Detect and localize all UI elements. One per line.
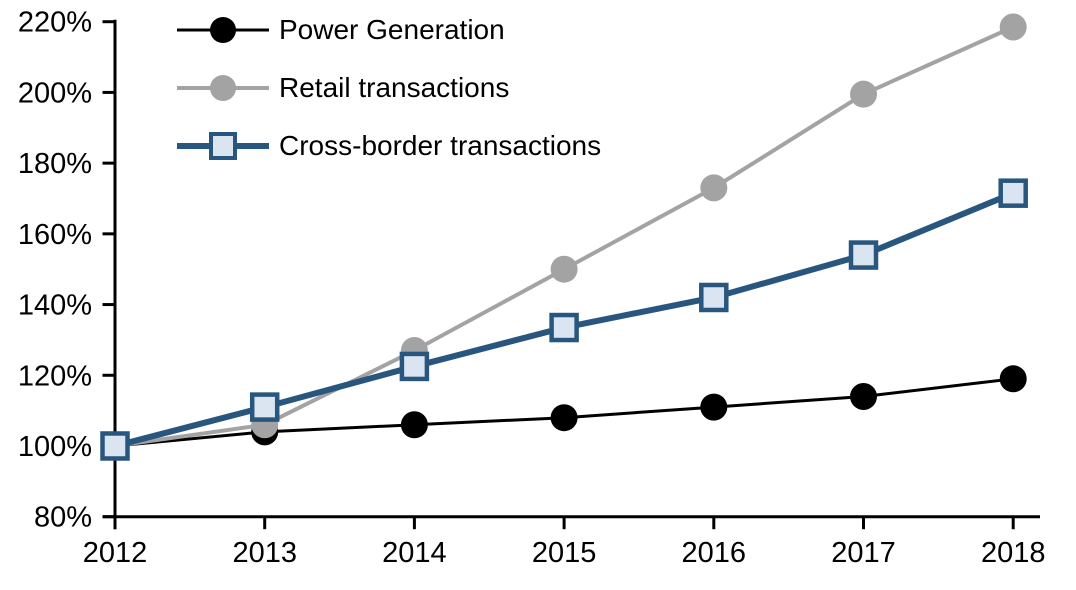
data-point-marker — [399, 351, 430, 382]
y-axis-tick-label: 220% — [18, 7, 92, 39]
y-axis-tick-label: 80% — [34, 502, 92, 534]
y-axis-tick-label: 160% — [18, 219, 92, 251]
data-point-marker — [999, 13, 1027, 41]
y-axis-tick-label: 100% — [18, 431, 92, 463]
x-axis-tick-label: 2017 — [831, 537, 896, 569]
legend-marker-sample — [209, 132, 237, 160]
data-point-marker — [850, 382, 877, 410]
chart-legend: Power Generation Retail transactions Cro… — [177, 1, 601, 175]
data-point-marker — [999, 365, 1027, 393]
data-point-marker — [249, 392, 280, 422]
data-point-marker — [699, 282, 729, 313]
y-axis-tick-label: 120% — [18, 360, 92, 392]
data-point-marker — [550, 404, 578, 432]
x-axis-tick-label: 2013 — [232, 537, 297, 569]
data-point-marker — [700, 174, 728, 202]
legend-label: Cross-border transactions — [279, 130, 602, 161]
legend-marker-sample — [210, 75, 236, 101]
x-axis-tick-label: 2015 — [532, 537, 597, 569]
legend-item-power-generation: Power Generation — [177, 1, 601, 59]
legend-label: Retail transactions — [279, 72, 510, 103]
legend-item-retail-transactions: Retail transactions — [177, 59, 601, 117]
x-axis-tick-label: 2016 — [682, 537, 747, 569]
x-axis-tick-label: 2014 — [382, 537, 447, 569]
data-point-marker — [400, 411, 428, 439]
y-axis-tick-label: 140% — [18, 290, 92, 322]
y-axis-tick-label: 200% — [18, 77, 92, 109]
data-point-marker — [100, 431, 130, 461]
data-point-marker — [998, 178, 1028, 208]
cross-border-transactions-line-marker-icon — [177, 132, 269, 160]
y-axis-tick-label: 180% — [18, 148, 92, 180]
retail-transactions-line-marker-icon — [177, 75, 269, 101]
data-point-marker — [549, 312, 579, 343]
x-axis-tick-label: 2012 — [83, 537, 148, 569]
data-point-marker — [848, 240, 879, 270]
power-generation-line-marker-icon — [177, 17, 269, 43]
legend-marker-sample — [210, 17, 236, 43]
x-axis-tick-label: 2018 — [981, 537, 1046, 569]
data-point-marker — [550, 255, 578, 283]
legend-label: Power Generation — [279, 14, 505, 45]
legend-item-cross-border-transactions: Cross-border transactions — [177, 117, 601, 175]
data-point-marker — [700, 393, 728, 421]
data-point-marker — [850, 80, 877, 108]
